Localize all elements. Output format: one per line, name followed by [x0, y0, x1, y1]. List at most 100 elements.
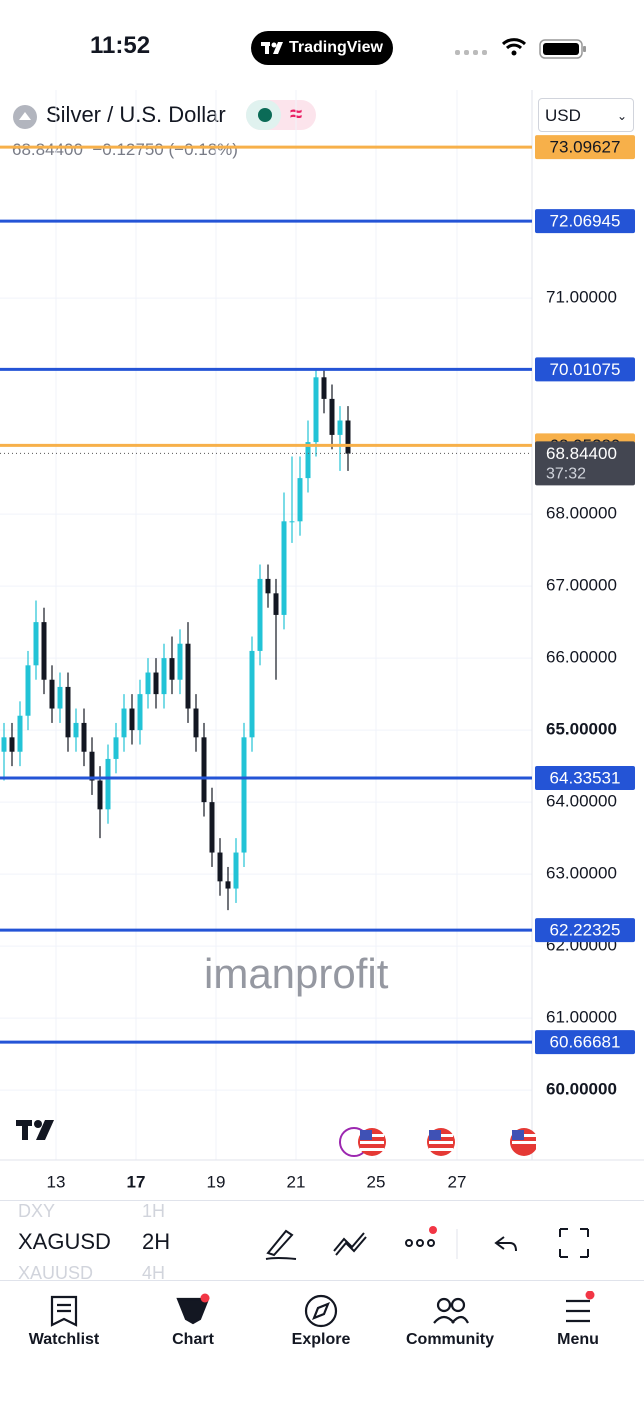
candle-body [177, 643, 183, 680]
event-icons [339, 1127, 536, 1157]
brush-icon[interactable] [265, 1229, 297, 1260]
x-tick-label: 13 [47, 1172, 66, 1191]
tv-chart-logo [16, 1120, 54, 1140]
candle-body [25, 665, 31, 716]
y-tick-label: 67.00000 [546, 576, 617, 595]
level-label-bg [535, 209, 635, 234]
x-tick-label: 27 [448, 1172, 467, 1191]
symbol-icon [13, 105, 37, 129]
level-label-bg [535, 918, 635, 943]
candle-body [249, 650, 255, 738]
level-label: 60.66681 [550, 1033, 621, 1052]
y-tick-label: 61.00000 [546, 1008, 617, 1027]
nav-item[interactable]: Watchlist [28, 1331, 100, 1348]
candle-body [81, 722, 87, 752]
candle-body [241, 737, 247, 853]
candle-body [129, 708, 135, 731]
nav-item[interactable]: Chart [172, 1331, 214, 1348]
level-label-bg [535, 765, 635, 790]
last-price-label: 68.84400 [546, 444, 617, 463]
candle-body [257, 578, 263, 651]
countdown: 37:32 [546, 466, 586, 483]
app-pill: TradingView [251, 31, 393, 65]
symbol[interactable]: XAGUSD [18, 1229, 111, 1254]
currency: USD [545, 106, 581, 125]
level-label: 70.01075 [550, 360, 621, 379]
next-interval: 4H [142, 1263, 166, 1283]
watermark: imanprofit [204, 950, 389, 997]
y-tick-label: 68.00000 [546, 504, 617, 523]
x-tick-label: 25 [367, 1172, 386, 1191]
level-label: 72.06945 [550, 212, 621, 231]
candle-body [33, 622, 39, 666]
trend-icon[interactable] [333, 1232, 367, 1256]
fullscreen-icon[interactable] [559, 1228, 589, 1258]
x-tick-label: 19 [207, 1172, 226, 1191]
status-badge: ≈ [246, 100, 316, 130]
candle-body [9, 737, 15, 752]
currency-select[interactable]: USD ⌄ [538, 98, 634, 132]
interval[interactable]: 2H [142, 1229, 171, 1254]
x-tick-label: 17 [127, 1172, 146, 1191]
candle-body [105, 758, 111, 810]
tool-icons [265, 1226, 589, 1260]
y-tick-label: 66.00000 [546, 648, 617, 667]
candle-body [265, 578, 271, 594]
candle-body [97, 780, 103, 810]
tv-logo [261, 42, 284, 54]
nav-item[interactable]: Menu [557, 1331, 599, 1348]
candle-body [89, 751, 95, 781]
prev-symbol: DXY [18, 1201, 56, 1221]
candle-body [193, 708, 199, 738]
y-tick-label: 64.00000 [546, 792, 617, 811]
prev-interval: 1H [142, 1201, 166, 1221]
nav-item[interactable]: Explore [291, 1331, 351, 1348]
x-tick-label: 21 [287, 1172, 306, 1191]
level-label: 64.33531 [550, 768, 621, 787]
candle-body [337, 420, 343, 435]
next-symbol: XAUUSD [18, 1263, 94, 1283]
candle-body [17, 715, 23, 752]
candle-body [49, 679, 55, 709]
change-pct: (−0.18%) [168, 140, 238, 159]
candle-body [137, 694, 143, 731]
y-tick-label: 71.00000 [546, 288, 617, 307]
candle-body [121, 708, 127, 738]
y-tick-label: 65.00000 [546, 720, 617, 739]
chart[interactable]: 71.00000 68.00000 67.00000 66.00000 65.00000… [0, 0, 644, 1200]
status-icons [455, 38, 586, 59]
change: −0.12750 [92, 140, 164, 159]
nav-item[interactable]: Community [406, 1331, 494, 1348]
undo-icon[interactable] [494, 1236, 517, 1252]
candle-body [169, 658, 175, 680]
bottom-nav: Watchlist Chart Explore Community Menu [0, 1280, 644, 1401]
level-label-bg [535, 357, 635, 382]
candle-body [329, 398, 335, 435]
candle-body [73, 722, 79, 738]
badge-icons: ≈ [246, 100, 302, 130]
candle-body [209, 802, 215, 853]
candle-body [153, 672, 159, 695]
candle-body [273, 593, 279, 615]
app-name: TradingView [289, 39, 383, 56]
level-label-bg [535, 135, 635, 160]
candle-body [313, 377, 319, 443]
candle-body [201, 737, 207, 803]
y-tick-label: 60.00000 [546, 1080, 617, 1099]
clock: 11:52 [90, 32, 151, 59]
candle-body [305, 442, 311, 479]
dropdown-arrow: ⌄ [616, 109, 627, 123]
toolbar: DXY 1H XAGUSD 2H XAUUSD 4H [0, 1200, 644, 1283]
candle-body [41, 622, 47, 680]
us-flag [358, 1128, 386, 1156]
candle-body [225, 881, 231, 889]
candle-body [217, 852, 223, 882]
level-label: 73.09627 [550, 138, 621, 157]
y-tick-label: 63.00000 [546, 864, 617, 883]
candle-body [345, 420, 351, 454]
candle-body [65, 686, 71, 738]
candle-body [145, 672, 151, 695]
quote-line: 68.84400 −0.12750 (−0.18%) [12, 140, 238, 160]
candle-body [289, 521, 295, 523]
candle-body [321, 377, 327, 399]
